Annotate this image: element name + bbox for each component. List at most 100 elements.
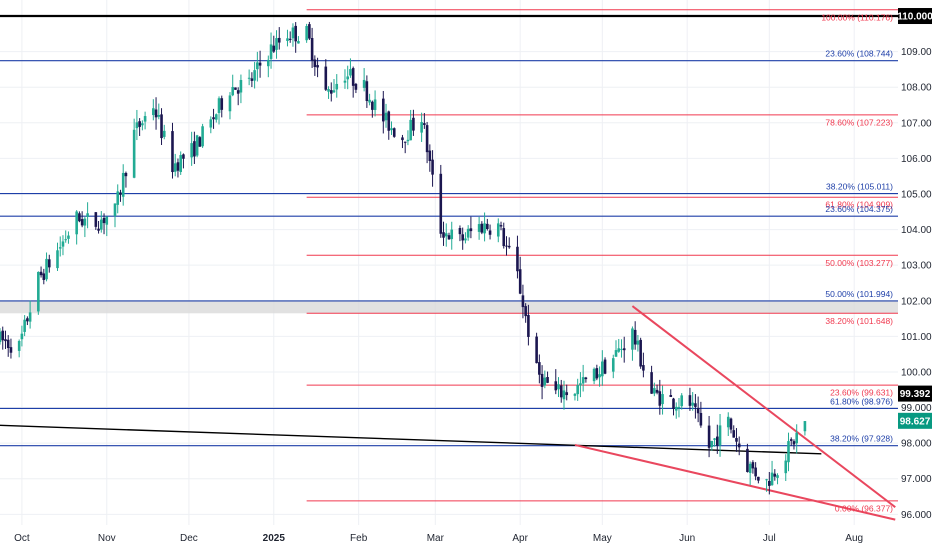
candle-body: [267, 59, 270, 67]
x-tick-label: Nov: [98, 533, 116, 544]
candle-body: [176, 162, 180, 171]
candle-body: [152, 108, 155, 116]
candle-body: [617, 348, 621, 352]
price-tag: [898, 412, 932, 429]
candle-body: [157, 115, 161, 117]
candle-body: [228, 95, 232, 112]
candle-body: [674, 406, 678, 411]
candles: [0, 21, 807, 495]
candle-body: [726, 416, 730, 428]
candle-body: [354, 83, 358, 90]
candle-body: [20, 333, 24, 340]
candle-body: [735, 438, 738, 442]
fibonacci-labels: 100.00% (110.176) 78.60% (107.223) 61.80% …: [821, 12, 893, 513]
y-tick-label: 107.000: [901, 118, 932, 129]
candle-body: [182, 154, 185, 159]
time-axis-background: [0, 525, 932, 550]
candle-body: [17, 341, 21, 351]
fib-label-red: 38.20% (101.648): [825, 316, 893, 326]
candle-body: [677, 406, 681, 408]
candle-body: [732, 430, 736, 438]
candle-body: [420, 122, 423, 133]
candle-body: [390, 128, 393, 131]
time-axis[interactable]: Oct Nov Dec 2025 Feb Mar Apr May Jun Jul Aug: [14, 533, 863, 544]
candle-body: [381, 98, 385, 122]
candle-body: [751, 462, 755, 469]
candle-body: [562, 390, 566, 400]
candle-body: [431, 159, 434, 175]
candle-body: [442, 232, 445, 238]
candle-body: [37, 272, 40, 312]
candle-body: [209, 119, 213, 128]
candle-body: [707, 425, 711, 448]
candle-body: [143, 116, 147, 122]
candle-body: [466, 228, 470, 238]
candle-body: [554, 381, 558, 391]
resistance-zone: [0, 300, 898, 314]
candle-body: [444, 233, 448, 237]
candle-body: [642, 365, 645, 371]
candle-body: [132, 129, 136, 178]
candle-body: [214, 114, 218, 120]
candle-body: [636, 340, 640, 345]
candle-body: [75, 211, 78, 235]
y-tick-label: 97.000: [901, 474, 932, 485]
wedge-upper-line: [631, 305, 896, 508]
candle-body: [28, 312, 32, 322]
candle-body: [220, 98, 224, 110]
price-tag: [898, 8, 932, 25]
candle-body: [423, 123, 426, 125]
candle-body: [327, 89, 330, 92]
candle-body: [4, 339, 7, 342]
candle-body: [672, 398, 675, 409]
candle-body: [718, 425, 722, 446]
price-tag: [898, 385, 932, 402]
candle-body: [392, 128, 396, 137]
fib-label-blue: 50.00% (101.994): [825, 289, 893, 299]
candle-body: [406, 139, 410, 142]
candle-body: [335, 83, 339, 90]
candle-body: [0, 331, 2, 343]
candle-body: [631, 328, 634, 350]
candle-body: [308, 24, 311, 39]
candle-body: [365, 81, 369, 101]
candle-body: [294, 25, 297, 42]
fib-label-blue: 38.20% (105.011): [826, 182, 893, 192]
x-tick-label: Jul: [763, 533, 776, 544]
candle-body: [316, 65, 319, 68]
candle-body: [198, 137, 202, 147]
candle-body: [633, 329, 637, 345]
price-axis-background: [898, 0, 932, 550]
candle-body: [86, 213, 89, 217]
candle-body: [6, 339, 10, 349]
candle-body: [272, 45, 276, 52]
y-tick-label: 105.000: [901, 189, 932, 200]
candle-body: [428, 150, 432, 162]
candle-body: [795, 432, 799, 444]
candle-body: [688, 395, 692, 406]
candle-body: [373, 99, 377, 110]
wedge-lower-line: [574, 443, 896, 521]
price-axis[interactable]: 96.000 97.000 98.000 99.000 100.000 101.000 10…: [901, 47, 932, 521]
y-tick-label: 100.000: [901, 367, 932, 378]
fib-label-blue: 38.20% (97.928): [830, 434, 893, 444]
fib-label-red: 100.00% (110.176): [821, 12, 893, 22]
candle-body: [653, 388, 656, 394]
grid: [0, 0, 898, 525]
candle-body: [80, 219, 84, 226]
candle-body: [480, 223, 484, 233]
candle-body: [409, 119, 412, 141]
candle-body: [113, 203, 117, 216]
x-tick-label: Feb: [350, 533, 368, 544]
candle-body: [403, 141, 407, 143]
candle-body: [286, 38, 289, 41]
x-tick-label: Mar: [427, 533, 445, 544]
price-tag-label: 110.000: [897, 12, 932, 23]
candle-body: [291, 27, 295, 39]
candle-body: [603, 359, 607, 374]
candle-body: [559, 385, 563, 398]
candle-body: [770, 472, 774, 486]
y-tick-label: 101.000: [901, 332, 932, 343]
